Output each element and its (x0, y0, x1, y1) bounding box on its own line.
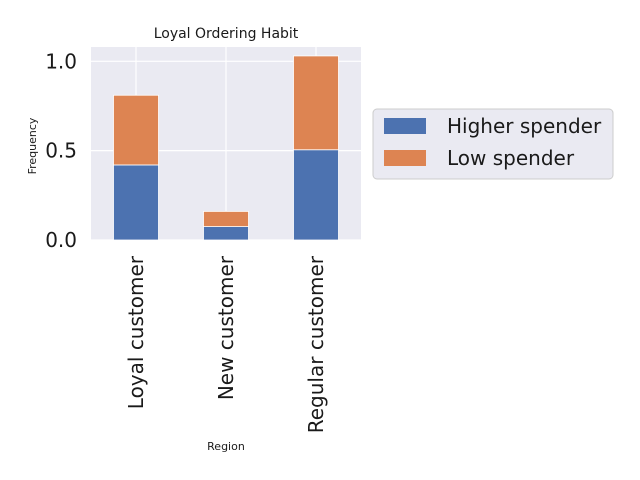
y-ticks: 0.0 0.5 1.0 (45, 49, 77, 252)
x-tick-label: New customer (214, 255, 238, 400)
legend-box (372, 108, 614, 180)
x-axis-label: Region (207, 440, 245, 453)
y-tick-label: 0.5 (45, 139, 77, 163)
legend-label: Higher spender (447, 114, 602, 138)
x-ticks: Loyal customer New customer Regular custom… (124, 255, 328, 433)
legend: Higher spender Low spender (372, 108, 614, 180)
bar-higher-spender (293, 149, 339, 241)
bar-low-spender (203, 211, 249, 227)
x-tick-label: Regular customer (304, 255, 328, 433)
chart-title: Loyal Ordering Habit (154, 26, 299, 42)
y-tick-label: 1.0 (45, 49, 77, 73)
bars (113, 55, 339, 241)
y-axis-label: Frequency (26, 117, 39, 174)
x-tick-label: Loyal customer (124, 255, 148, 409)
bar-higher-spender (113, 164, 159, 241)
legend-label: Low spender (447, 146, 575, 170)
legend-swatch (384, 150, 426, 166)
y-tick-label: 0.0 (45, 228, 77, 252)
bar-low-spender (293, 55, 339, 151)
legend-swatch (384, 118, 426, 134)
bar-higher-spender (203, 226, 249, 241)
bar-low-spender (113, 94, 159, 166)
